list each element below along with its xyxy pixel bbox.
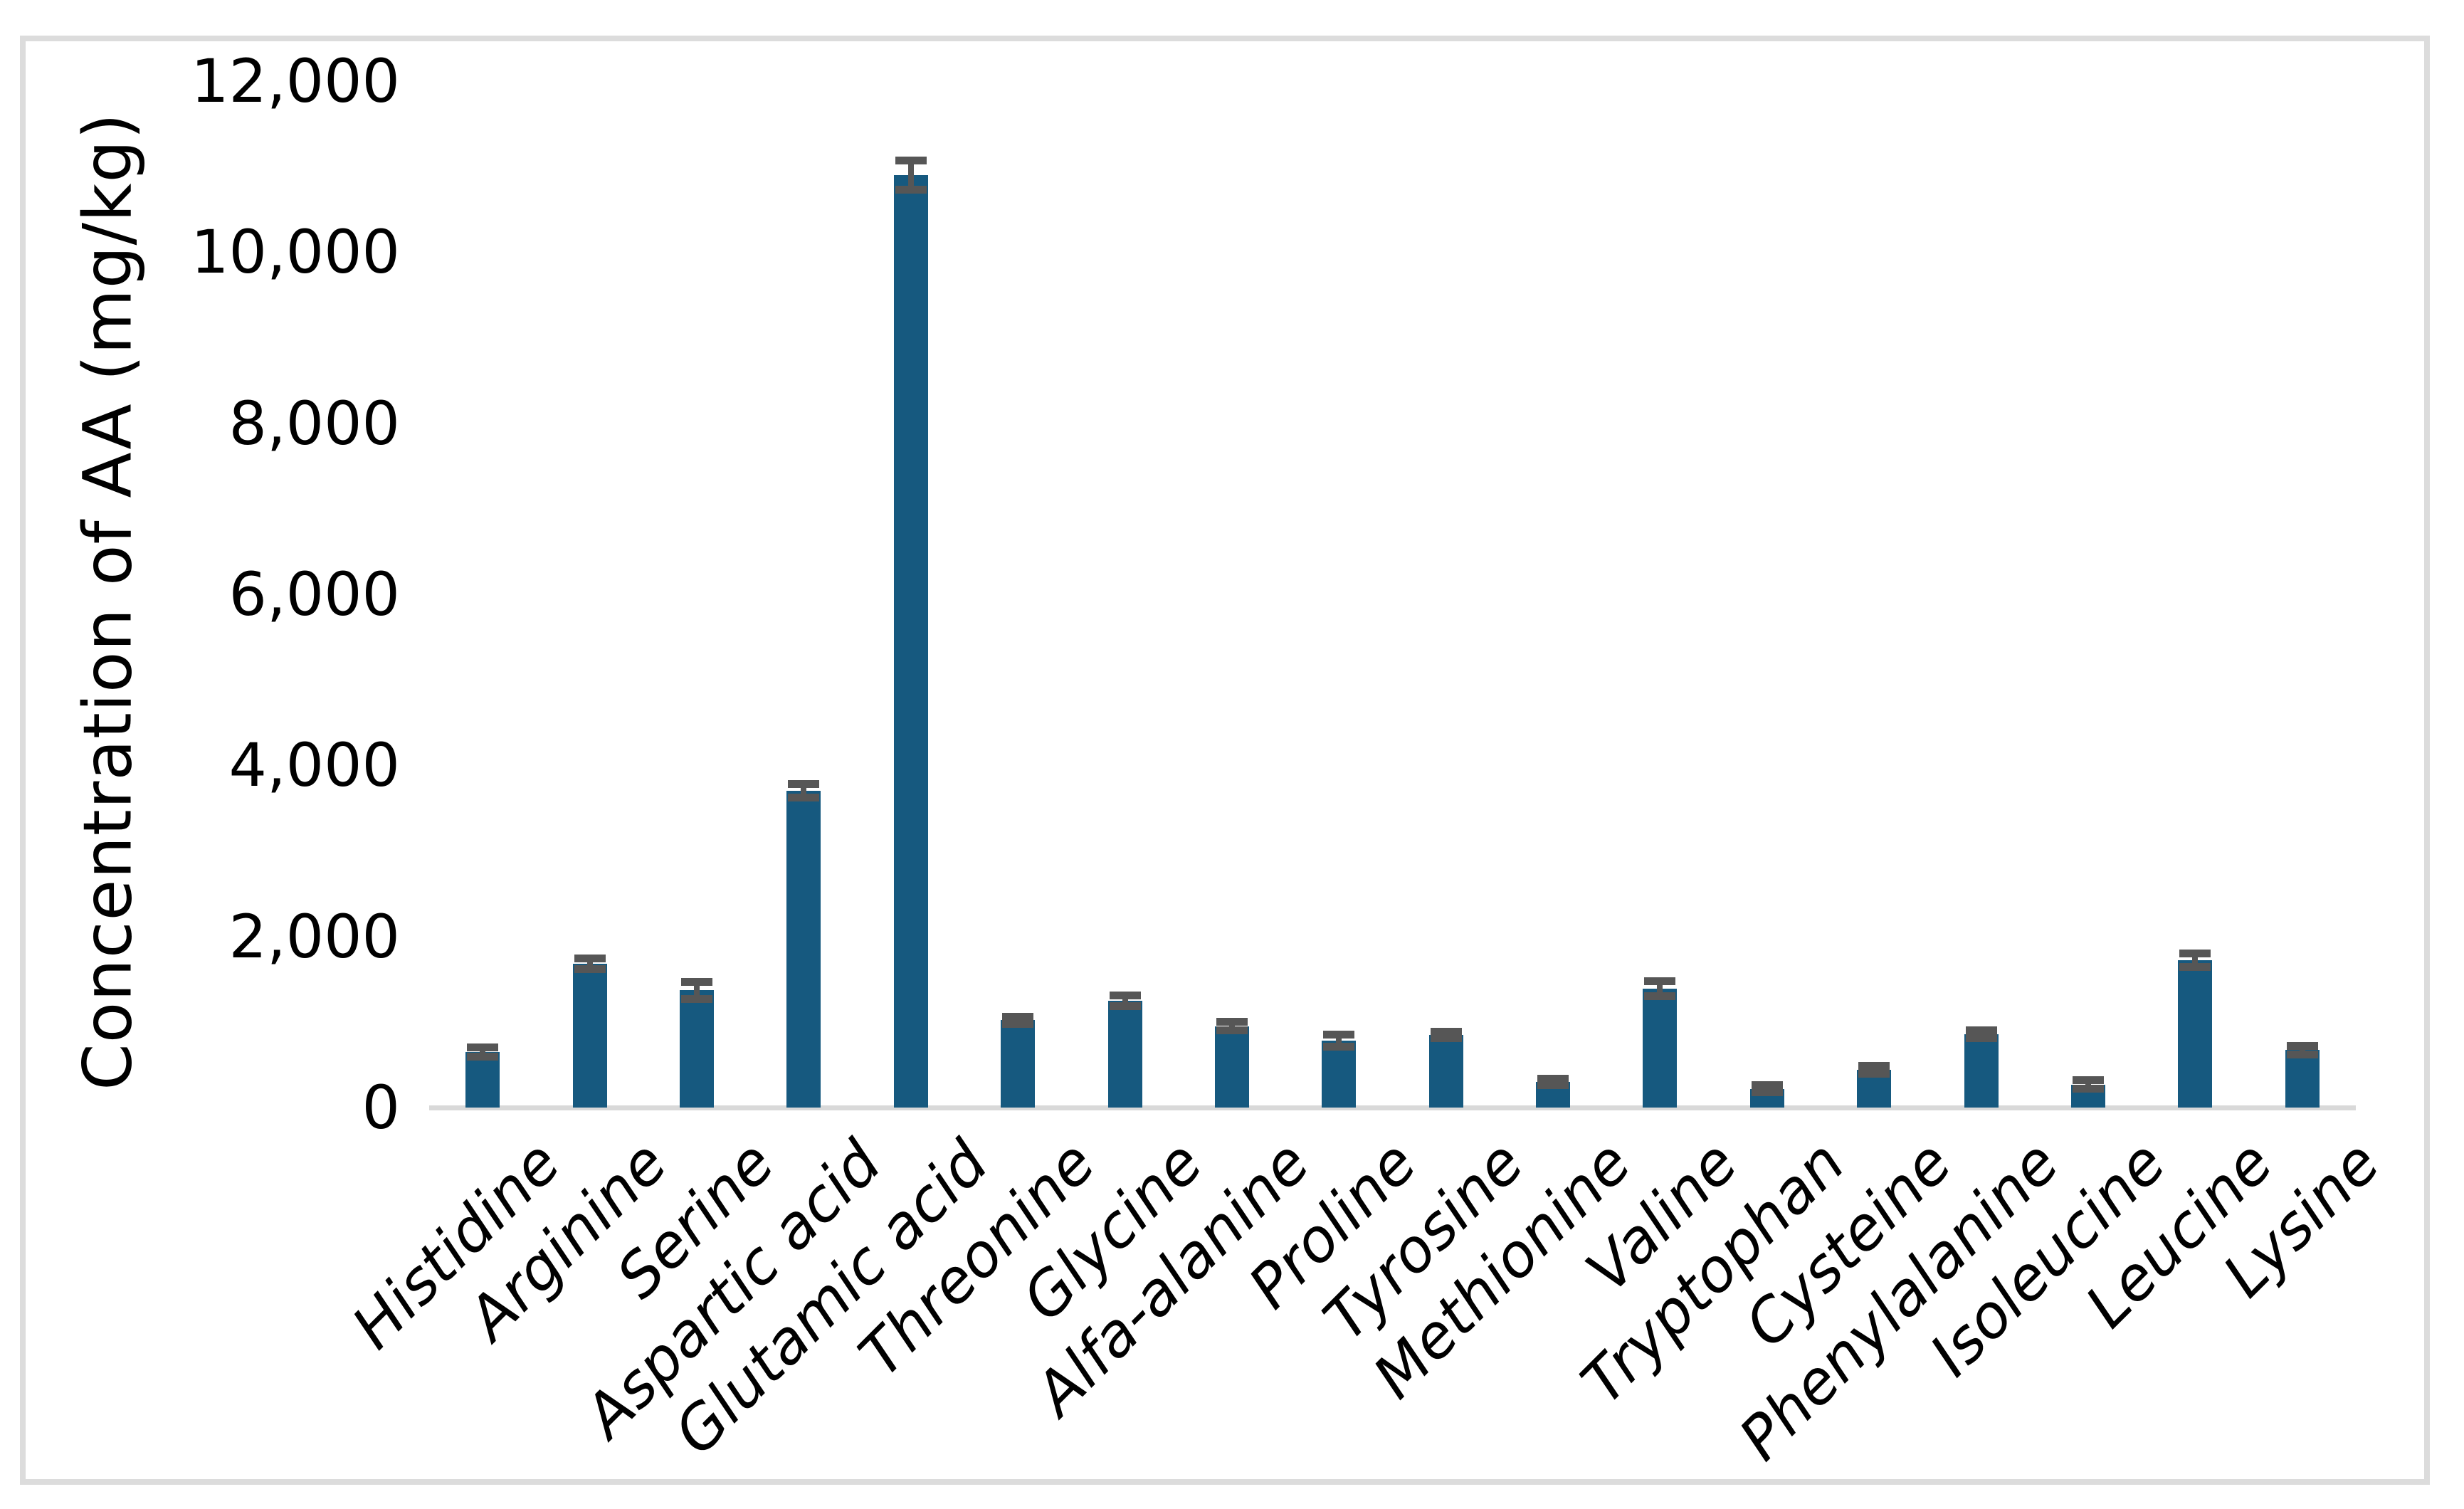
y-axis-tick-label: 2,000 [228, 901, 400, 972]
error-bar-line [1336, 1034, 1342, 1047]
bar-arginine [572, 964, 607, 1108]
error-bar-cap [1430, 1027, 1462, 1036]
error-bar-cap [1644, 977, 1676, 985]
error-bar-cap [2073, 1085, 2105, 1093]
error-bar-cap [1858, 1070, 1890, 1078]
bar-threonine [1001, 1020, 1036, 1108]
error-bar-line [1228, 1021, 1235, 1031]
error-bar-line [2299, 1046, 2305, 1055]
error-bar-cap [2286, 1050, 2318, 1058]
error-bar-cap [2073, 1076, 2105, 1085]
error-bar-cap [895, 157, 927, 165]
error-bar-cap [680, 977, 712, 986]
bar-proline [1322, 1041, 1357, 1108]
bar-lysine [2285, 1050, 2320, 1108]
error-bar-cap [1323, 1031, 1355, 1039]
chart-border-frame [20, 36, 2430, 1485]
y-axis-tick-label: 8,000 [228, 388, 400, 458]
error-bar-cap [1751, 1088, 1783, 1097]
error-bar-cap [1216, 1026, 1248, 1035]
error-bar-cap [1216, 1018, 1248, 1026]
error-bar-cap [2179, 950, 2211, 958]
error-bar-line [693, 982, 700, 999]
y-axis-tick-label: 12,000 [191, 46, 400, 116]
error-bar-cap [1537, 1074, 1569, 1083]
error-bar-line [2085, 1080, 2092, 1089]
error-bar-cap [574, 955, 606, 963]
error-bar-line [2192, 953, 2199, 967]
error-bar-cap [467, 1043, 499, 1051]
bar-glycine [1107, 1000, 1142, 1108]
bar-histidine [465, 1051, 500, 1108]
bar-alfa-alanine [1214, 1026, 1249, 1108]
error-bar-cap [1109, 992, 1141, 1000]
y-axis-tick-label: 10,000 [191, 217, 400, 288]
bar-phenylalanine [1964, 1034, 1999, 1108]
bar-glutamic-acid [893, 175, 928, 1108]
error-bar-cap [788, 780, 820, 789]
error-bar-cap [467, 1053, 499, 1061]
error-bar-cap [1002, 1019, 1034, 1028]
error-bar-line [1657, 981, 1663, 997]
x-axis-line [429, 1105, 2356, 1110]
error-bar-cap [1858, 1062, 1890, 1071]
error-bar-line [801, 784, 807, 798]
bar-serine [679, 990, 714, 1108]
error-bar-cap [1002, 1013, 1034, 1021]
error-bar-cap [1537, 1081, 1569, 1090]
error-bar-cap [1965, 1026, 1997, 1034]
error-bar-cap [895, 186, 927, 194]
bar-leucine [2178, 960, 2213, 1108]
error-bar-cap [1109, 1001, 1141, 1010]
error-bar-cap [1965, 1034, 1997, 1042]
error-bar-cap [1751, 1081, 1783, 1089]
error-bar-cap [680, 994, 712, 1003]
error-bar-cap [574, 964, 606, 973]
error-bar-cap [788, 794, 820, 802]
y-axis-tick-label: 6,000 [228, 559, 400, 629]
error-bar-cap [1644, 992, 1676, 1001]
error-bar-line [907, 160, 914, 190]
error-bar-cap [2286, 1041, 2318, 1050]
error-bar-cap [2179, 963, 2211, 972]
error-bar-line [480, 1047, 486, 1057]
error-bar-cap [1323, 1043, 1355, 1051]
error-bar-line [1122, 995, 1128, 1006]
y-axis-tick-label: 0 [362, 1073, 400, 1142]
error-bar-cap [1430, 1034, 1462, 1043]
bar-tyrosine [1428, 1034, 1463, 1108]
error-bar-line [586, 958, 593, 969]
bar-valine [1643, 988, 1678, 1108]
y-axis-tick-label: 4,000 [228, 730, 400, 801]
bar-aspartic-acid [786, 791, 821, 1108]
